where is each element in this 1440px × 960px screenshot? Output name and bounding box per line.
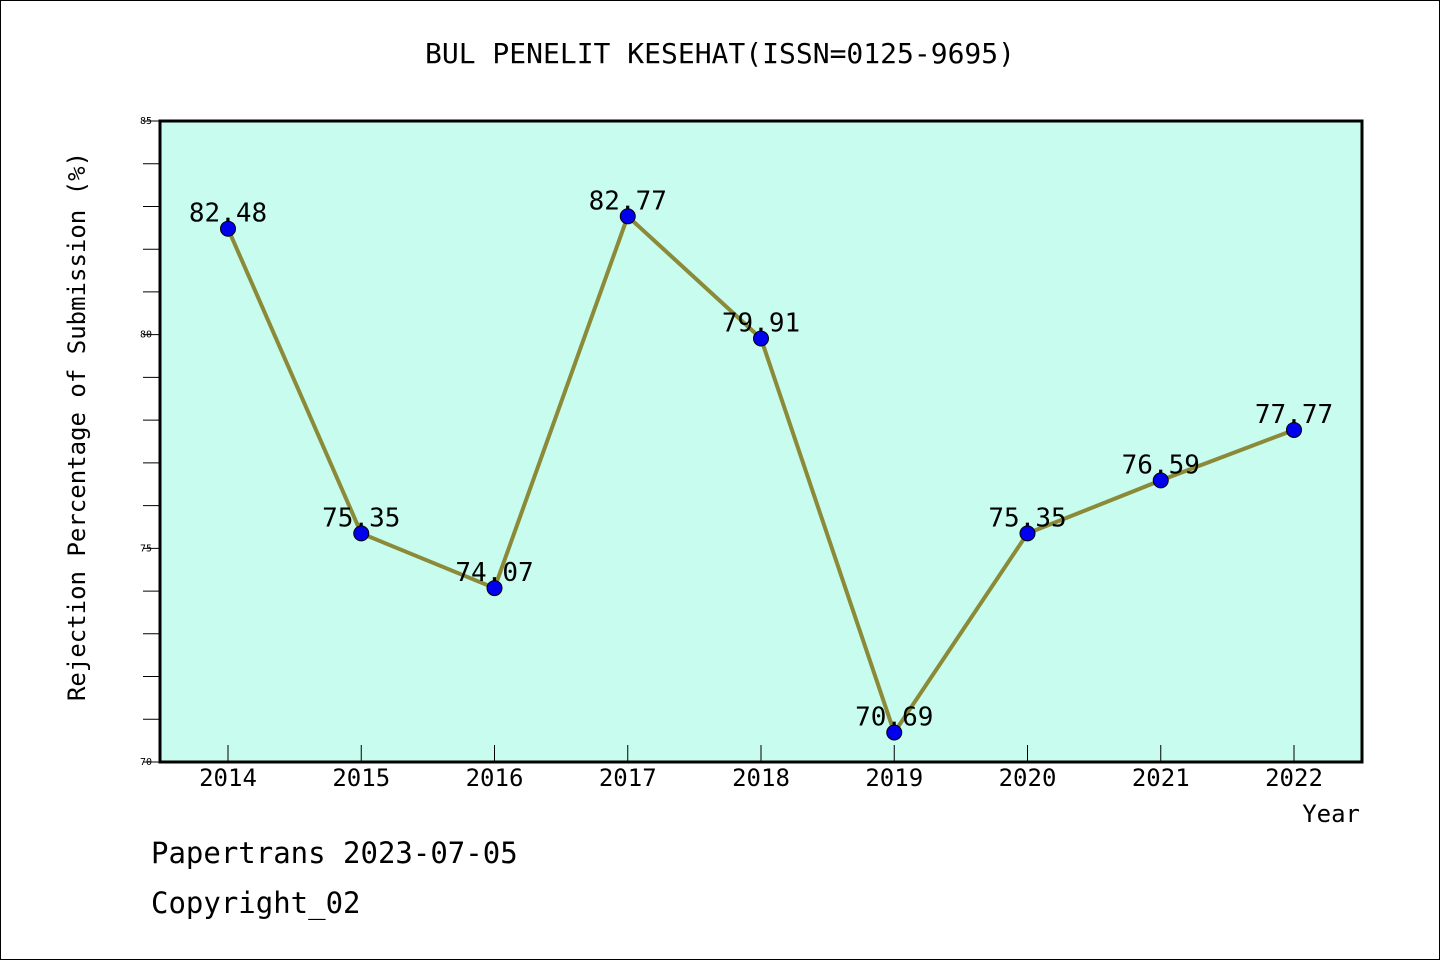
y-tick-label: 75 (140, 543, 152, 554)
footer-copyright: Copyright_02 (151, 886, 361, 920)
chart-title: BUL PENELIT KESEHAT(ISSN=0125-9695) (424, 37, 1015, 70)
y-tick-label: 70 (140, 757, 152, 768)
data-point (619, 208, 636, 225)
data-label: 82.48 (189, 199, 267, 229)
data-label: 76.59 (1122, 450, 1200, 480)
plot-area (160, 121, 1362, 762)
x-axis-label: Year (1302, 800, 1360, 828)
x-tick-label: 2016 (466, 764, 524, 792)
data-label: 79.91 (722, 309, 800, 339)
data-label: 75.35 (988, 503, 1066, 533)
data-point (1286, 421, 1302, 438)
y-axis-label: Rejection Percentage of Submission (%) (63, 152, 91, 701)
x-tick-label: 2014 (199, 764, 257, 792)
x-tick-label: 2022 (1265, 764, 1323, 792)
y-tick-label: 85 (140, 116, 152, 127)
x-axis-ticks: 2014 2015 2016 2017 2018 2019 2020 2021 2022 (199, 745, 1323, 792)
x-tick-label: 2021 (1132, 764, 1190, 792)
data-point (486, 580, 503, 597)
data-label: 82.77 (589, 186, 667, 216)
data-point (353, 525, 370, 542)
x-tick-label: 2018 (732, 764, 790, 792)
data-point (753, 330, 769, 347)
plot-frame (158, 119, 1364, 764)
x-tick-label: 2020 (999, 764, 1057, 792)
data-label: 74.07 (455, 558, 533, 588)
data-point (1152, 472, 1169, 489)
y-axis-ticks: 70 75 80 85 (140, 116, 160, 768)
series-group: 82.48 75.35 74.07 82.77 79.91 70.69 75.35 76.59… (189, 186, 1333, 741)
data-point (886, 724, 903, 741)
x-tick-label: 2019 (865, 764, 923, 792)
footer-date: Papertrans 2023-07-05 (151, 836, 518, 870)
data-point (220, 220, 236, 237)
x-tick-label: 2015 (332, 764, 390, 792)
data-label: 70.69 (855, 703, 933, 733)
data-label: 75.35 (322, 503, 400, 533)
y-tick-label: 80 (140, 330, 152, 341)
data-label: 77.77 (1255, 400, 1333, 430)
x-tick-label: 2017 (599, 764, 657, 792)
data-point (1019, 525, 1036, 542)
